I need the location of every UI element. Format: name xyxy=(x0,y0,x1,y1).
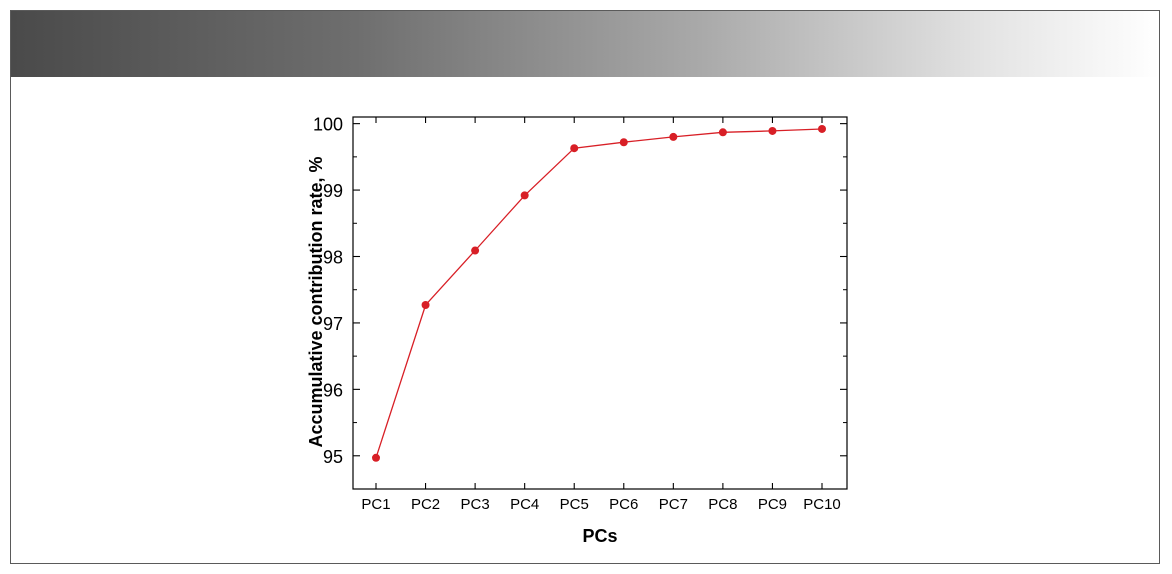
header-gradient-band xyxy=(11,11,1159,77)
x-tick-label: PC2 xyxy=(411,496,440,513)
data-point-pc4 xyxy=(520,191,529,200)
figure-frame xyxy=(10,10,1160,564)
x-axis-label: PCs xyxy=(582,526,617,546)
x-axis-ticks: PC1 PC2 PC3 PC4 PC5 PC6 PC7 PC8 PC9 PC10 xyxy=(361,117,841,513)
x-tick-label: PC4 xyxy=(510,496,539,513)
data-point-pc9 xyxy=(768,126,777,135)
x-tick-label: PC8 xyxy=(708,496,737,513)
data-point-pc8 xyxy=(718,128,727,137)
data-point-pc3 xyxy=(471,246,480,255)
x-tick-label: PC3 xyxy=(461,496,490,513)
x-tick-label: PC1 xyxy=(361,496,390,513)
y-tick-label: 96 xyxy=(323,380,343,400)
x-tick-label: PC7 xyxy=(659,496,688,513)
plot-area-frame xyxy=(352,116,848,490)
series-markers xyxy=(372,124,826,462)
x-tick-label: PC10 xyxy=(803,496,841,513)
y-tick-label: 98 xyxy=(323,248,343,268)
x-tick-label: PC5 xyxy=(560,496,589,513)
x-tick-label: PC6 xyxy=(609,496,638,513)
y-tick-label: 99 xyxy=(323,181,343,201)
x-tick-label: PC9 xyxy=(758,496,787,513)
data-point-pc1 xyxy=(372,453,380,462)
data-point-pc10 xyxy=(818,124,826,133)
data-point-pc5 xyxy=(570,144,579,153)
data-point-pc2 xyxy=(421,300,430,309)
y-tick-label: 97 xyxy=(323,314,343,334)
y-axis-ticks: 95 96 97 98 99 100 xyxy=(313,115,847,490)
y-axis-label: Accumulative contribution rate, % xyxy=(306,156,326,447)
y-tick-label: 95 xyxy=(323,447,343,467)
y-tick-label: 100 xyxy=(313,115,343,135)
series-line xyxy=(375,128,823,459)
data-point-pc6 xyxy=(619,138,628,147)
data-point-pc7 xyxy=(669,132,678,141)
